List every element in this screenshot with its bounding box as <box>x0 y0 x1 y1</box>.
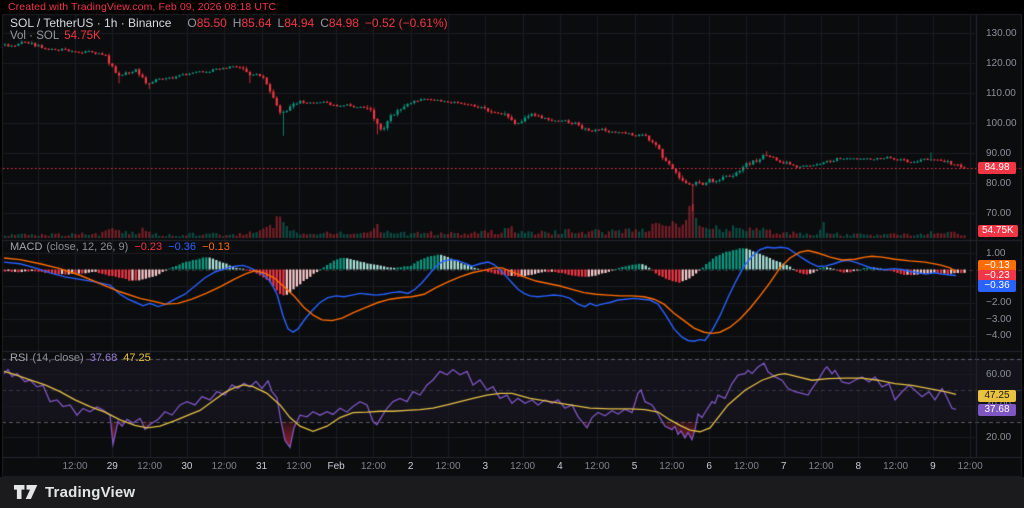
price-tick: 120.00 <box>986 57 1017 69</box>
time-label: 31 <box>255 461 268 472</box>
axis-badge: 54.75K <box>978 224 1018 237</box>
macd-params: (close, 12, 26, 9) <box>46 241 129 253</box>
axis-badge: −0.23 <box>978 269 1016 282</box>
axis-badge: 37.68 <box>978 403 1016 416</box>
time-label: 12:00 <box>883 461 909 472</box>
tradingview-logo-text[interactable]: TradingView <box>45 484 136 501</box>
macd-value: −0.36 <box>168 241 197 253</box>
rsi-value: 47.25 <box>123 352 151 364</box>
bottom-bar: TradingView <box>0 477 1024 508</box>
time-label: 12:00 <box>360 461 386 472</box>
volume-value: 54.75K <box>64 30 101 42</box>
rsi-values: 37.68 47.25 <box>84 352 151 364</box>
time-label: 12:00 <box>808 461 834 472</box>
macd-value: −0.13 <box>202 241 230 253</box>
time-label: 12:00 <box>510 461 536 472</box>
time-label: 5 <box>631 461 638 472</box>
time-label: 12:00 <box>957 461 983 472</box>
time-label: Feb <box>327 461 345 472</box>
ohlc-label: C <box>320 16 329 30</box>
price-tick: 110.00 <box>986 87 1016 99</box>
ohlc-label: H <box>232 16 242 30</box>
macd-tick: 1.00 <box>986 247 1006 259</box>
volume-label[interactable]: Vol · SOL <box>10 30 60 42</box>
symbol-legend: SOL / TetherUS · 1h · Binance O85.50 H85.6… <box>10 16 448 30</box>
macd-tick: −4.00 <box>986 330 1012 341</box>
ohlc-label: O <box>187 16 197 30</box>
price-tick: 100.00 <box>986 117 1017 129</box>
time-label: 9 <box>930 461 936 472</box>
time-label: 2 <box>407 461 414 472</box>
change-value: −0.52 (−0.61%) <box>364 16 448 30</box>
rsi-legend: RSI (14, close) 37.68 47.25 <box>10 352 151 364</box>
macd-value: −0.23 <box>134 241 163 253</box>
rsi-tick: 60.00 <box>986 368 1012 380</box>
ohlc-label: L <box>277 16 285 30</box>
axis-badge: −0.13 <box>978 259 1016 272</box>
axis-badge: −0.36 <box>978 279 1016 292</box>
time-label: 12:00 <box>584 461 610 472</box>
time-label: 12:00 <box>211 461 237 472</box>
axis-badge: 47.25 <box>978 389 1016 402</box>
time-label: 29 <box>106 461 118 472</box>
ohlc-value: 84.98 <box>328 16 359 30</box>
macd-values: −0.23 −0.36 −0.13 <box>128 241 230 253</box>
time-label: 12:00 <box>733 461 759 472</box>
macd-title[interactable]: MACD <box>10 241 43 253</box>
time-label: 4 <box>557 461 563 472</box>
time-label: 12:00 <box>286 461 312 472</box>
time-label: 6 <box>706 461 712 472</box>
ohlc-value: 84.94 <box>284 16 315 30</box>
time-label: 12:00 <box>137 461 163 472</box>
macd-tick: −3.00 <box>986 313 1012 325</box>
rsi-title[interactable]: RSI <box>10 352 29 364</box>
time-label: 12:00 <box>659 461 685 472</box>
tradingview-logo-icon[interactable] <box>14 485 38 500</box>
time-label: 30 <box>181 461 193 472</box>
price-tick: 130.00 <box>986 27 1017 39</box>
ohlc-value: 85.64 <box>241 16 272 30</box>
time-label: 12:00 <box>435 461 461 472</box>
volume-legend: Vol · SOL 54.75K <box>10 30 101 42</box>
axis-badge: 84.98 <box>978 161 1016 174</box>
macd-legend: MACD (close, 12, 26, 9) −0.23 −0.36 −0.13 <box>10 241 230 253</box>
price-tick: 80.00 <box>986 177 1012 189</box>
time-label: 8 <box>855 461 862 472</box>
attribution-text: Created with TradingView.com, Feb 09, 20… <box>8 1 277 13</box>
ohlc-value: 85.50 <box>196 16 227 30</box>
rsi-tick: 20.00 <box>986 431 1012 443</box>
macd-tick: −2.00 <box>986 297 1012 308</box>
rsi-value: 37.68 <box>89 352 118 364</box>
time-label: 3 <box>482 461 489 472</box>
rsi-params: (14, close) <box>32 352 84 364</box>
price-tick: 90.00 <box>986 147 1012 159</box>
ohlc-values: O85.50 H85.64 L84.94 C84.98 <box>181 16 359 30</box>
symbol-title[interactable]: SOL / TetherUS · 1h · Binance <box>10 16 172 30</box>
time-label: 7 <box>780 461 787 472</box>
time-label: 12:00 <box>62 461 88 472</box>
price-tick: 70.00 <box>986 207 1012 219</box>
